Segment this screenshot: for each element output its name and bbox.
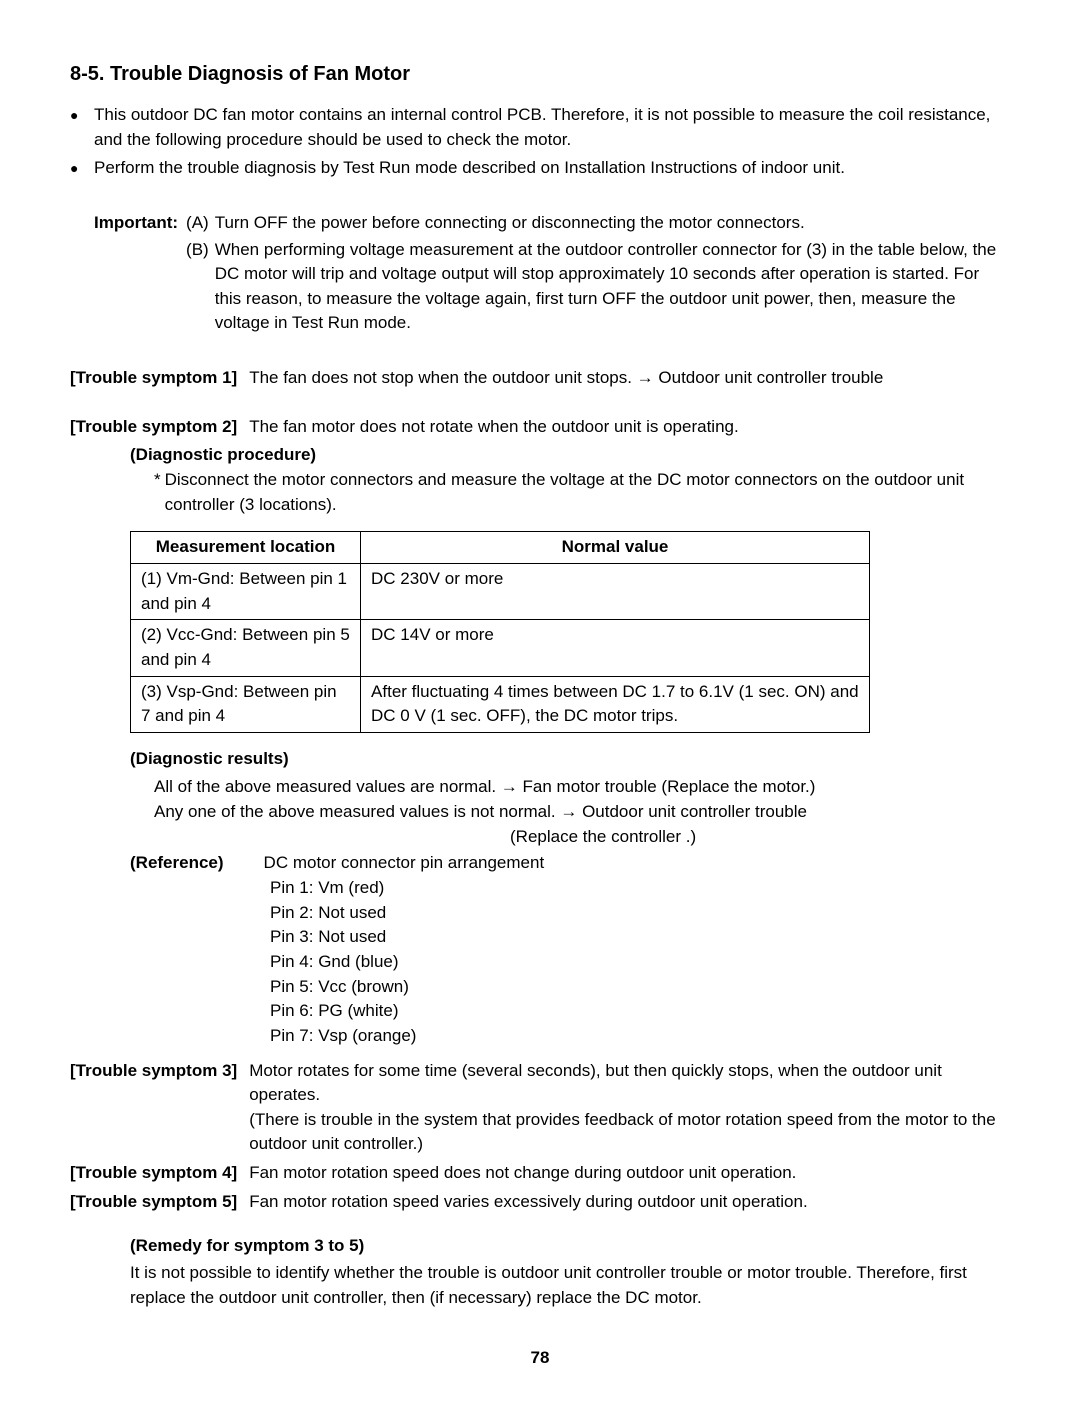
symptom-5-row: [Trouble symptom 5] Fan motor rotation s… (70, 1190, 1010, 1215)
pin-3: Pin 3: Not used (270, 925, 1010, 950)
symptom-3-row: [Trouble symptom 3] Motor rotates for so… (70, 1059, 1010, 1158)
diagnostic-procedure-text-row: * Disconnect the motor connectors and me… (154, 468, 1010, 517)
measurement-table: Measurement location Normal value (1) Vm… (130, 531, 870, 732)
remedy-title: (Remedy for symptom 3 to 5) (130, 1234, 1010, 1259)
table-cell: (2) Vcc-Gnd: Between pin 5 and pin 4 (131, 620, 361, 676)
remedy-text: It is not possible to identify whether t… (130, 1261, 1010, 1310)
important-text-b: When performing voltage measurement at t… (215, 238, 1010, 337)
important-label: Important: (94, 211, 178, 338)
remedy-block: (Remedy for symptom 3 to 5) It is not po… (130, 1234, 1010, 1310)
procedure-star: * (154, 468, 161, 517)
table-header-row: Measurement location Normal value (131, 532, 870, 564)
table-header-location: Measurement location (131, 532, 361, 564)
pin-7: Pin 7: Vsp (orange) (270, 1024, 1010, 1049)
symptom-2-text: The fan motor does not rotate when the o… (249, 415, 1010, 440)
intro-bullet-list: This outdoor DC fan motor contains an in… (70, 103, 1010, 181)
symptom-5-text: Fan motor rotation speed varies excessiv… (249, 1190, 1010, 1215)
important-text-a: Turn OFF the power before connecting or … (215, 211, 805, 236)
intro-bullet-2: Perform the trouble diagnosis by Test Ru… (94, 156, 1010, 181)
important-marker-b: (B) (186, 238, 209, 337)
reference-title: DC motor connector pin arrangement (264, 851, 545, 876)
symptom-4-row: [Trouble symptom 4] Fan motor rotation s… (70, 1161, 1010, 1186)
symptom-3-label: [Trouble symptom 3] (70, 1059, 237, 1158)
table-row: (1) Vm-Gnd: Between pin 1 and pin 4 DC 2… (131, 563, 870, 619)
table-row: (2) Vcc-Gnd: Between pin 5 and pin 4 DC … (131, 620, 870, 676)
symptom-4-label: [Trouble symptom 4] (70, 1161, 237, 1186)
result-line-1: All of the above measured values are nor… (154, 775, 1010, 800)
important-items: (A) Turn OFF the power before connecting… (186, 211, 1010, 338)
symptom-3-body: Motor rotates for some time (several sec… (249, 1059, 1010, 1158)
pin-2: Pin 2: Not used (270, 901, 1010, 926)
pin-1: Pin 1: Vm (red) (270, 876, 1010, 901)
symptom-2-row: [Trouble symptom 2] The fan motor does n… (70, 415, 1010, 440)
pin-6: Pin 6: PG (white) (270, 999, 1010, 1024)
diagnostic-procedure-title: (Diagnostic procedure) (130, 443, 1010, 468)
symptom-1-text: The fan does not stop when the outdoor u… (249, 366, 1010, 391)
table-cell: DC 230V or more (361, 563, 870, 619)
pin-5: Pin 5: Vcc (brown) (270, 975, 1010, 1000)
table-cell: (1) Vm-Gnd: Between pin 1 and pin 4 (131, 563, 361, 619)
table-cell: DC 14V or more (361, 620, 870, 676)
section-title: 8-5. Trouble Diagnosis of Fan Motor (70, 60, 1010, 89)
important-marker-a: (A) (186, 211, 209, 236)
symptom-2-label: [Trouble symptom 2] (70, 415, 237, 440)
intro-bullet-1: This outdoor DC fan motor contains an in… (94, 103, 1010, 152)
result-line-3: (Replace the controller .) (510, 825, 1010, 850)
procedure-text: Disconnect the motor connectors and meas… (165, 468, 1010, 517)
table-header-value: Normal value (361, 532, 870, 564)
table-cell: (3) Vsp-Gnd: Between pin 7 and pin 4 (131, 676, 361, 732)
page-number: 78 (70, 1346, 1010, 1371)
pin-list: Pin 1: Vm (red) Pin 2: Not used Pin 3: N… (270, 876, 1010, 1048)
symptom-5-label: [Trouble symptom 5] (70, 1190, 237, 1215)
reference-row: (Reference) DC motor connector pin arran… (130, 851, 1010, 876)
important-block: Important: (A) Turn OFF the power before… (94, 211, 1010, 338)
symptom-1-row: [Trouble symptom 1] The fan does not sto… (70, 366, 1010, 391)
pin-4: Pin 4: Gnd (blue) (270, 950, 1010, 975)
table-row: (3) Vsp-Gnd: Between pin 7 and pin 4 Aft… (131, 676, 870, 732)
symptom-3-text-2: (There is trouble in the system that pro… (249, 1108, 1010, 1157)
symptom-3-text-1: Motor rotates for some time (several sec… (249, 1059, 1010, 1108)
table-cell: After fluctuating 4 times between DC 1.7… (361, 676, 870, 732)
symptom-4-text: Fan motor rotation speed does not change… (249, 1161, 1010, 1186)
result-line-2: Any one of the above measured values is … (154, 800, 1010, 825)
diagnostic-results-title: (Diagnostic results) (130, 747, 1010, 772)
reference-label: (Reference) (130, 851, 224, 876)
symptom-1-label: [Trouble symptom 1] (70, 366, 237, 391)
